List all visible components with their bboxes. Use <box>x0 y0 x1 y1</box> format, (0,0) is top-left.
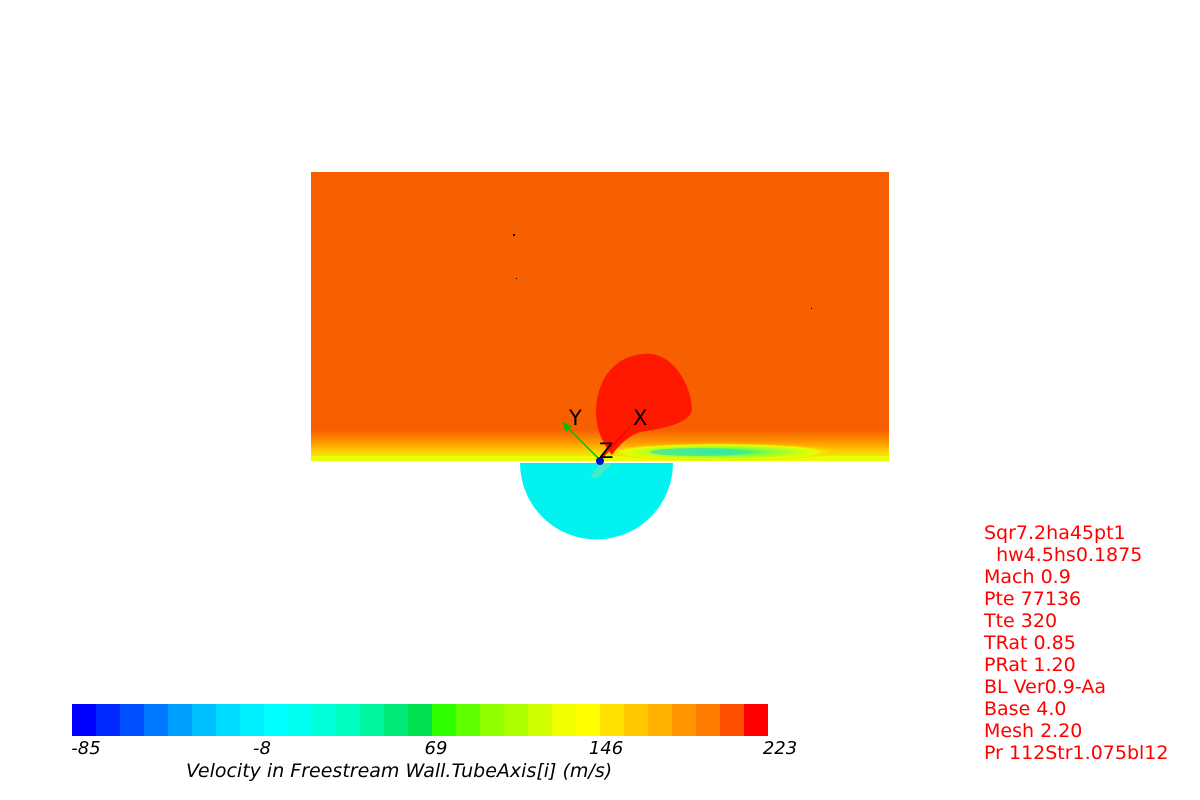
info-line: Base 4.0 <box>984 698 1067 720</box>
colorbar-cell <box>624 704 648 736</box>
colorbar-cell <box>576 704 600 736</box>
colorbar-cell <box>360 704 384 736</box>
tube-cross-section <box>520 463 673 540</box>
z-axis-origin <box>596 457 604 465</box>
field-speck <box>811 308 812 309</box>
colorbar-cell <box>312 704 336 736</box>
colorbar-cell <box>120 704 144 736</box>
jet-lobe <box>595 353 692 455</box>
colorbar-cell <box>552 704 576 736</box>
x-axis-line <box>599 426 631 461</box>
colorbar-cell <box>480 704 504 736</box>
colorbar-cell <box>456 704 480 736</box>
wake-core <box>650 448 750 456</box>
colorbar-cell <box>168 704 192 736</box>
colorbar-cell <box>504 704 528 736</box>
legend-tick-max: 223 <box>762 738 798 759</box>
info-line: Mesh 2.20 <box>984 720 1083 742</box>
field-speck <box>513 234 515 236</box>
colorbar-cell <box>672 704 696 736</box>
colorbar-cell <box>336 704 360 736</box>
colorbar-cell <box>264 704 288 736</box>
colorbar-cell <box>144 704 168 736</box>
colorbar-cell <box>216 704 240 736</box>
colorbar-cell <box>648 704 672 736</box>
y-axis-line <box>563 423 601 461</box>
colorbar-cell <box>408 704 432 736</box>
y-axis-label: Y <box>568 406 582 430</box>
info-line: Pte 77136 <box>984 588 1082 610</box>
colorbar-cell <box>720 704 744 736</box>
info-line: TRat 0.85 <box>984 632 1076 654</box>
info-line: Mach 0.9 <box>984 566 1071 588</box>
colorbar-cell <box>528 704 552 736</box>
info-line: PRat 1.20 <box>984 654 1076 676</box>
legend-title: Velocity in Freestream Wall.TubeAxis[i] … <box>186 760 613 782</box>
colorbar-cell <box>192 704 216 736</box>
info-line: hw4.5hs0.1875 <box>984 544 1143 566</box>
colorbar-cell <box>384 704 408 736</box>
legend-tick-2: -8 <box>253 738 271 759</box>
colorbar-cell <box>72 704 96 736</box>
y-axis-arrow <box>562 422 572 432</box>
colorbar-cell <box>696 704 720 736</box>
case-info-panel: Sqr7.2ha45pt1 hw4.5hs0.1875 Mach 0.9 Pte… <box>984 522 1168 764</box>
info-line: Sqr7.2ha45pt1 <box>984 522 1126 544</box>
field-speck <box>516 278 517 279</box>
info-line: Tte 320 <box>984 610 1058 632</box>
colorbar-cell <box>432 704 456 736</box>
z-axis-label: Z <box>599 439 613 463</box>
legend-tick-mid: 69 <box>424 738 448 759</box>
colorbar-cell <box>240 704 264 736</box>
legend-tick-min: -85 <box>71 738 101 759</box>
colorbar-cell <box>288 704 312 736</box>
info-line: BL Ver0.9-Aa <box>984 676 1106 698</box>
x-axis-label: X <box>633 406 647 430</box>
colorbar-cell <box>600 704 624 736</box>
hole-jet-streak <box>590 463 612 478</box>
colorbar-cell <box>744 704 768 736</box>
info-line: Pr 112Str1.075bl12 <box>984 742 1169 764</box>
colorbar <box>72 704 768 736</box>
legend-tick-4: 146 <box>588 738 624 759</box>
colorbar-cell <box>96 704 120 736</box>
